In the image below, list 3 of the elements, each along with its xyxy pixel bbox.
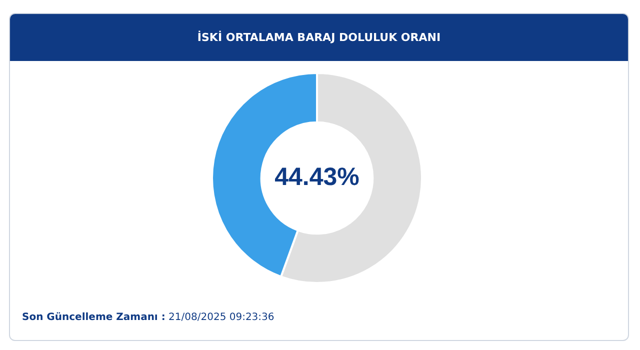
text: 44.43%: [274, 162, 360, 191]
text: Son Güncelleme Zamanı : 21/08/2025 09:23:36: [22, 312, 274, 323]
chart-title: İSKİ ORTALAMA BARAJ DOLULUK ORANI: [10, 14, 628, 61]
